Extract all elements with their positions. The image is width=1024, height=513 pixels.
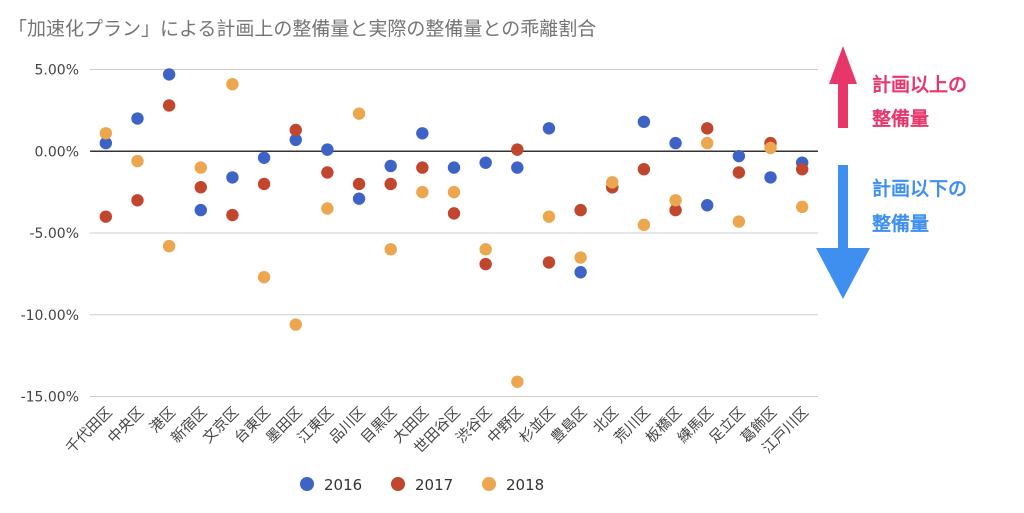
data-point-2016 [226,171,239,184]
data-point-2018 [447,185,461,199]
data-point-2018 [226,78,239,91]
data-point-2017 [511,143,524,156]
data-point-2016 [479,156,492,169]
data-point-2016 [764,171,777,184]
data-point-2018 [257,270,271,284]
data-point-2016 [131,112,144,125]
y-tick-label: -10.00% [21,308,79,324]
data-point-2018 [194,161,207,174]
data-point-2017 [701,122,714,135]
up-arrow-icon [829,46,857,128]
data-point-2017 [131,194,144,207]
above-plan-label-line2: 整備量 [872,107,929,130]
data-point-2016 [162,68,176,81]
data-point-2016 [542,122,556,135]
data-point-2018 [795,200,809,214]
y-tick-label: -5.00% [29,226,79,242]
data-point-2016 [637,115,651,129]
data-point-2016 [447,161,461,174]
above-plan-label-line1: 計画以上の [872,73,967,96]
data-point-2018 [542,210,556,223]
data-point-2018 [162,239,176,253]
data-point-2018 [99,127,113,140]
above-plan-annotation: 計画以上の 整備量 [829,46,967,130]
data-point-2018 [574,251,587,264]
data-point-2018 [764,141,777,155]
legend-label-2017: 2017 [415,476,453,494]
y-axis-tick-labels: 5.00% 0.00% -5.00% -10.00% -15.00% [21,63,79,406]
data-point-2017 [289,123,302,137]
legend-marker-2017 [391,477,405,491]
data-point-2018 [289,318,302,331]
x-tick-label: 中央区 [105,404,148,447]
data-point-2017 [226,208,239,222]
data-point-2018 [637,218,651,232]
x-tick-label: 豊島区 [548,404,591,447]
data-point-2018 [511,375,524,388]
data-point-2018 [352,107,366,120]
legend-label-2016: 2016 [324,476,362,494]
data-point-2016 [99,136,113,150]
data-point-2018 [131,154,144,168]
y-tick-label: 0.00% [35,144,79,160]
data-point-2016 [384,159,397,173]
data-point-2016 [416,127,429,140]
data-point-2018 [606,176,619,189]
y-tick-label: 5.00% [35,63,79,79]
data-point-2016 [321,143,334,156]
data-point-2018 [479,243,492,256]
data-point-2018 [416,185,429,199]
legend: 2016 2017 2018 [300,476,544,494]
chart-title: 「加速化プラン」による計画上の整備量と実際の整備量との乖離割合 [8,18,597,40]
data-point-2018 [321,202,334,215]
data-point-2017 [194,181,207,194]
data-point-2017 [99,210,113,223]
data-point-2017 [162,99,176,112]
legend-marker-2018 [482,477,496,491]
data-point-2016 [257,151,271,164]
data-point-2017 [574,203,587,217]
below-plan-annotation: 計画以下の 整備量 [816,165,967,299]
data-point-2017 [479,257,492,271]
legend-label-2018: 2018 [506,476,544,494]
gridlines [90,69,818,397]
data-point-2017 [732,166,746,179]
data-point-2017 [352,177,366,191]
data-point-2018 [669,194,682,207]
data-point-2018 [701,136,714,150]
data-point-2016 [289,133,302,147]
data-point-2016 [701,199,714,212]
data-point-2017 [795,163,809,176]
data-point-2017 [447,207,461,220]
data-point-2018 [732,215,746,228]
data-point-2017 [257,177,271,191]
below-plan-label-line2: 整備量 [872,212,929,235]
data-point-2016 [511,161,524,174]
data-point-2017 [669,203,682,217]
below-plan-label-line1: 計画以下の [872,177,967,200]
data-point-2018 [384,243,397,256]
data-point-2016 [669,136,682,150]
x-tick-label: 千代田区 [63,404,116,457]
data-point-2016 [732,149,746,163]
data-point-2016 [194,203,207,217]
data-point-2017 [637,163,651,176]
data-points [99,68,809,388]
legend-marker-2016 [300,477,314,491]
y-tick-label: -15.00% [21,390,79,406]
down-arrow-icon [816,165,870,299]
data-point-2017 [321,166,334,179]
data-point-2016 [352,192,366,205]
data-point-2017 [416,161,429,174]
data-point-2016 [574,266,587,279]
data-point-2017 [542,256,556,269]
data-point-2017 [384,177,397,191]
